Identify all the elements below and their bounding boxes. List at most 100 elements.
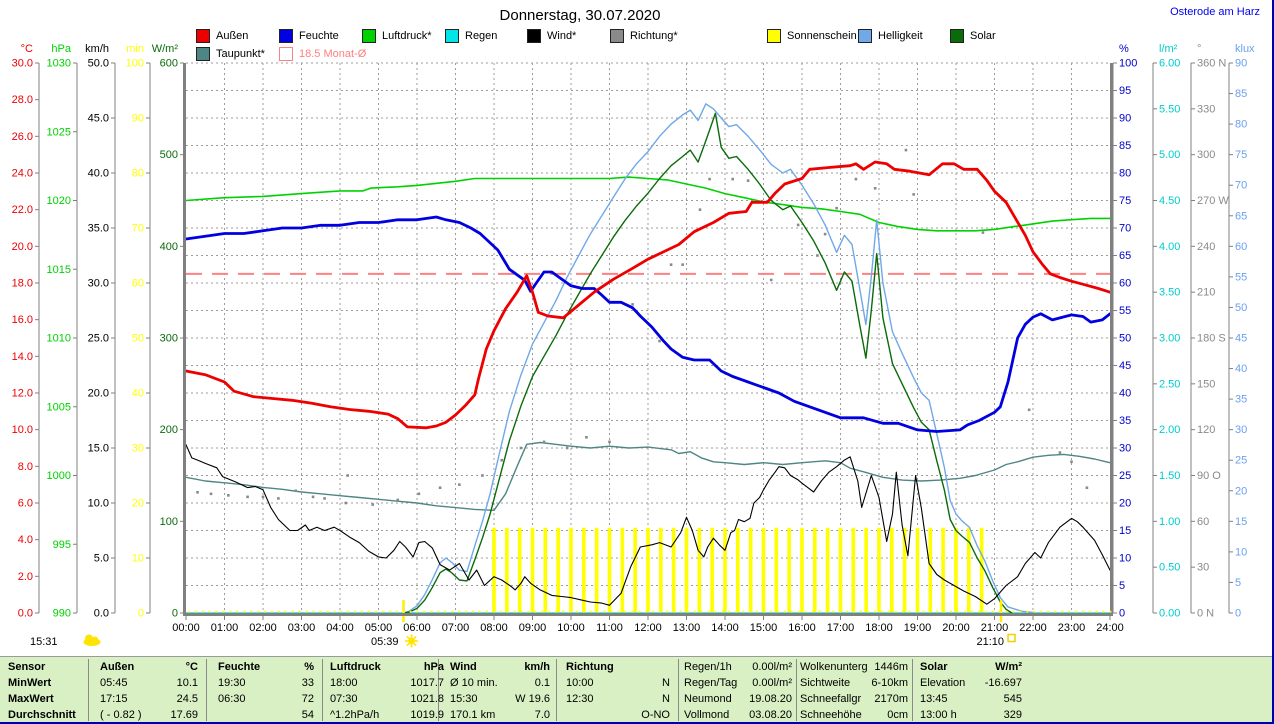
svg-text:90: 90 [132,113,144,125]
svg-text:45: 45 [1235,333,1247,345]
svg-text:60: 60 [1235,241,1247,253]
table-column-divider [438,659,439,721]
svg-text:°: ° [1197,43,1201,55]
svg-text:21:00: 21:00 [981,622,1009,634]
axis-pct: 0 5 10 15 20 25 30 35 40 45 50 55 60 65 70 75 80 85 90 95 10… [1112,43,1137,620]
svg-text:0: 0 [1235,608,1241,620]
series-taupunkt [185,441,1111,511]
svg-text:45.0: 45.0 [88,113,109,125]
svg-text:5.0: 5.0 [94,553,109,565]
legend-item-solar: Solar [950,29,996,43]
svg-text:35: 35 [1235,394,1247,406]
svg-text:300: 300 [160,333,178,345]
series-wind [185,444,1111,606]
svg-text:09:00: 09:00 [519,622,547,634]
svg-text:6.0: 6.0 [18,498,33,510]
svg-text:30: 30 [1197,562,1209,574]
table-column-divider [796,659,797,721]
svg-text:70: 70 [1235,180,1247,192]
svg-text:21:10: 21:10 [977,636,1005,648]
svg-text:40: 40 [132,388,144,400]
legend-swatch-icon [950,29,964,43]
svg-text:16:00: 16:00 [788,622,816,634]
legend-swatch-icon [445,29,459,43]
svg-text:4.0: 4.0 [18,534,33,546]
svg-text:75: 75 [1119,195,1131,207]
table-header-unit-solar: W/m² [995,661,1022,673]
svg-text:90: 90 [1235,58,1247,70]
svg-text:20:00: 20:00 [942,622,970,634]
table-cell-wolken-label: Schneefallgr [800,693,862,705]
series-helligkeit [402,103,1034,614]
legend-label: Taupunkt* [216,48,265,60]
svg-text:20.0: 20.0 [88,388,109,400]
svg-text:0.0: 0.0 [94,608,109,620]
legend-label: Luftdruck* [382,30,432,42]
table-column-divider [88,659,89,721]
svg-text:02:00: 02:00 [249,622,277,634]
svg-text:40: 40 [1235,363,1247,375]
legend-item-au-en: Außen [196,29,248,43]
table-cell-wind-label: Ø 10 min. [450,677,498,689]
table-cell-luftdruck-label: ^1.2hPa/h [330,709,380,721]
svg-text:600: 600 [160,58,178,70]
svg-text:22.0: 22.0 [12,204,33,216]
svg-text:0: 0 [172,608,178,620]
table-header-unit-regen: 0.00l/m² [752,661,792,673]
svg-text:1000: 1000 [47,470,71,482]
svg-text:1020: 1020 [47,195,71,207]
legend-item-richtung-: Richtung* [610,29,678,43]
svg-text:95: 95 [1119,85,1131,97]
svg-text:klux: klux [1235,43,1255,55]
svg-text:25: 25 [1119,470,1131,482]
axis-lm2: 0.00 0.50 1.00 1.50 2.00 2.50 3.00 3.50 4.00 4.50… [1152,43,1180,620]
svg-text:min: min [126,43,144,55]
legend-item-feuchte: Feuchte [279,29,339,43]
svg-text:20: 20 [1235,485,1247,497]
svg-text:100: 100 [1119,58,1137,70]
svg-text:40.0: 40.0 [88,168,109,180]
svg-text:12:00: 12:00 [634,622,662,634]
legend-swatch-icon [527,29,541,43]
legend-label: Regen [465,30,498,42]
table-cell-feuchte-label: 06:30 [218,693,246,705]
svg-text:360 N: 360 N [1197,58,1226,70]
summary-table: Sensor MinWert MaxWert Durchschnitt Außen °C 0… [0,656,1272,722]
legend-item-regen: Regen [445,29,497,43]
svg-text:90: 90 [1119,113,1131,125]
table-header-unit-wolken: 1446m [874,661,908,673]
svg-text:80: 80 [132,168,144,180]
svg-text:5.00: 5.00 [1159,149,1180,161]
svg-text:2.00: 2.00 [1159,424,1180,436]
svg-text:04:00: 04:00 [326,622,354,634]
table-cell-wolken-value: 6-10km [871,677,908,689]
page-title: Donnerstag, 30.07.2020 [499,7,661,24]
table-cell-aussen-label: 05:45 [100,677,128,689]
svg-text:30: 30 [1119,443,1131,455]
table-cell-wind-value: 7.0 [534,709,550,721]
svg-text:3.00: 3.00 [1159,333,1180,345]
axis-temp: 0.0 2.0 4.0 6.0 8.0 10.0 12.0 14.0 16.0 18.0 20.0 2… [12,43,40,620]
table-header-wind: Wind [450,661,477,673]
table-cell-solar-value: -16.697 [984,677,1022,689]
svg-text:25.0: 25.0 [88,333,109,345]
svg-text:1.50: 1.50 [1159,470,1180,482]
weather-chart[interactable]: 0.0 2.0 4.0 6.0 8.0 10.0 12.0 14.0 16.0 18.0 20.0 2… [0,0,1274,656]
svg-text:18.0: 18.0 [12,278,33,290]
table-header-feuchte: Feuchte [218,661,261,673]
svg-text:50.0: 50.0 [88,58,109,70]
svg-text:%: % [1119,43,1129,55]
svg-text:60: 60 [1119,278,1131,290]
table-cell-feuchte-value: 33 [301,677,314,689]
svg-text:1.00: 1.00 [1159,516,1180,528]
svg-text:hPa: hPa [51,43,71,55]
svg-text:1015: 1015 [47,264,71,276]
series-feuchte [184,215,1112,433]
legend-label: Solar [970,30,996,42]
svg-text:55: 55 [1119,305,1131,317]
svg-text:100: 100 [126,58,144,70]
table-cell-solar-label: Elevation [920,677,966,689]
legend-item-helligkeit: Helligkeit [858,29,923,43]
svg-text:0 N: 0 N [1197,608,1214,620]
svg-text:200: 200 [160,424,178,436]
